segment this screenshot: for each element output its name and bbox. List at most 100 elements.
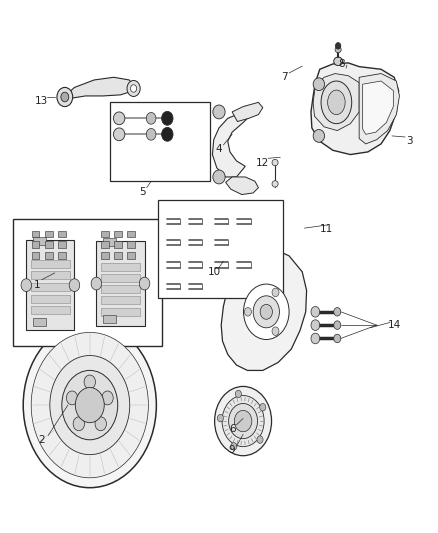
Text: 9: 9: [229, 446, 236, 455]
Bar: [101, 263, 140, 271]
Polygon shape: [226, 177, 258, 195]
Bar: [31, 306, 70, 314]
Ellipse shape: [244, 284, 289, 340]
Bar: [96, 241, 145, 326]
Text: 5: 5: [139, 187, 146, 197]
Ellipse shape: [61, 92, 69, 102]
Bar: [101, 285, 140, 293]
Text: 14: 14: [388, 320, 401, 330]
Text: 7: 7: [281, 72, 288, 82]
Ellipse shape: [260, 304, 272, 319]
Ellipse shape: [231, 443, 237, 450]
Ellipse shape: [235, 390, 241, 398]
Ellipse shape: [146, 128, 156, 140]
Ellipse shape: [272, 288, 279, 297]
Bar: [31, 271, 70, 279]
Ellipse shape: [229, 403, 258, 439]
Ellipse shape: [260, 403, 266, 411]
Text: 11: 11: [320, 224, 333, 234]
Bar: [114, 231, 122, 237]
Text: 3: 3: [406, 136, 413, 146]
Bar: [158, 200, 283, 298]
Text: 4: 4: [215, 144, 223, 154]
Bar: [31, 260, 70, 268]
Bar: [58, 241, 66, 248]
Polygon shape: [221, 248, 307, 370]
Ellipse shape: [162, 127, 173, 141]
Ellipse shape: [321, 81, 352, 124]
Ellipse shape: [336, 43, 341, 49]
Ellipse shape: [311, 333, 320, 344]
Ellipse shape: [257, 436, 263, 443]
Bar: [31, 283, 70, 291]
Bar: [101, 274, 140, 282]
Polygon shape: [33, 318, 46, 326]
Bar: [127, 231, 135, 237]
Ellipse shape: [50, 356, 130, 455]
Ellipse shape: [31, 333, 148, 478]
Ellipse shape: [62, 370, 118, 440]
Bar: [45, 231, 53, 237]
Ellipse shape: [244, 308, 251, 316]
Ellipse shape: [217, 415, 223, 422]
Ellipse shape: [234, 410, 252, 432]
Ellipse shape: [311, 320, 320, 330]
Bar: [101, 231, 109, 237]
Polygon shape: [232, 102, 263, 122]
Text: 10: 10: [208, 267, 221, 277]
Ellipse shape: [313, 78, 325, 91]
Ellipse shape: [334, 308, 341, 316]
Ellipse shape: [313, 130, 325, 142]
Ellipse shape: [84, 375, 95, 389]
Ellipse shape: [253, 296, 279, 328]
Ellipse shape: [23, 322, 156, 488]
Ellipse shape: [113, 128, 125, 141]
Ellipse shape: [334, 57, 343, 66]
Bar: [101, 252, 109, 259]
Bar: [31, 295, 70, 303]
Ellipse shape: [222, 395, 264, 447]
Polygon shape: [359, 74, 399, 144]
Bar: [32, 231, 39, 237]
Bar: [45, 252, 53, 259]
Bar: [110, 102, 210, 181]
Ellipse shape: [334, 334, 341, 343]
Polygon shape: [103, 315, 116, 323]
Ellipse shape: [215, 386, 272, 456]
Text: 1: 1: [34, 280, 41, 290]
Ellipse shape: [73, 417, 85, 431]
Text: 6: 6: [229, 424, 236, 434]
Bar: [13, 219, 162, 346]
Ellipse shape: [21, 279, 32, 292]
Ellipse shape: [75, 387, 104, 423]
Ellipse shape: [311, 306, 320, 317]
Bar: [101, 296, 140, 304]
Ellipse shape: [272, 327, 279, 335]
Polygon shape: [33, 237, 46, 245]
Ellipse shape: [335, 46, 341, 53]
Ellipse shape: [139, 277, 150, 290]
Ellipse shape: [328, 90, 345, 115]
Ellipse shape: [213, 170, 225, 184]
Ellipse shape: [213, 105, 225, 119]
Bar: [127, 241, 135, 248]
Bar: [32, 241, 39, 248]
Ellipse shape: [67, 391, 78, 405]
Ellipse shape: [69, 279, 80, 292]
Ellipse shape: [272, 181, 278, 187]
Bar: [26, 240, 74, 330]
Polygon shape: [311, 63, 399, 155]
Polygon shape: [212, 112, 254, 177]
Bar: [32, 252, 39, 259]
Ellipse shape: [127, 80, 140, 96]
Bar: [127, 252, 135, 259]
Polygon shape: [103, 238, 116, 246]
Ellipse shape: [57, 87, 73, 107]
Ellipse shape: [91, 277, 102, 290]
Text: 8: 8: [338, 59, 345, 69]
Polygon shape: [363, 81, 393, 134]
Ellipse shape: [95, 417, 106, 431]
Bar: [101, 241, 109, 248]
Ellipse shape: [162, 111, 173, 125]
Bar: [101, 308, 140, 316]
